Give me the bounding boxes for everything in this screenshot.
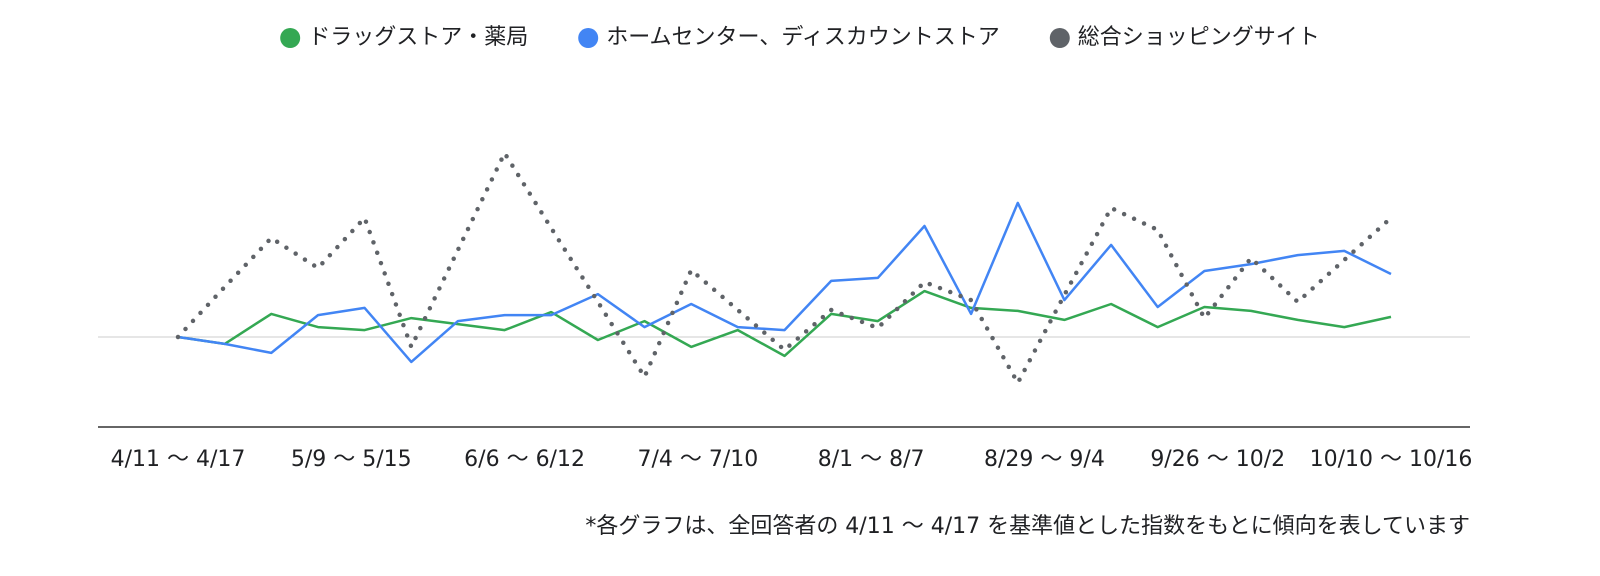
legend: ドラッグストア・薬局 ホームセンター、ディスカウントストア 総合ショッピングサイト: [280, 25, 1320, 50]
series-line: [177, 201, 1392, 364]
legend-item: ホームセンター、ディスカウントストア: [578, 25, 1000, 50]
legend-swatch: [280, 28, 301, 48]
x-tick-label: 5/9 〜 5/15: [291, 447, 412, 472]
legend-item: ドラッグストア・薬局: [280, 25, 528, 50]
legend-swatch: [578, 28, 599, 48]
footnote: *各グラフは、全回答者の 4/11 〜 4/17 を基準値とした指数をもとに傾向…: [585, 514, 1470, 539]
x-tick-label: 6/6 〜 6/12: [464, 447, 585, 472]
x-tick-label: 7/4 〜 7/10: [637, 447, 758, 472]
x-tick-label: 9/26 〜 10/2: [1150, 447, 1285, 472]
legend-label: ドラッグストア・薬局: [308, 25, 528, 50]
legend-swatch: [1049, 28, 1070, 48]
x-tick-label: 10/10 〜 10/16: [1310, 447, 1473, 472]
legend-label: ホームセンター、ディスカウントストア: [606, 25, 1000, 50]
series-line: [177, 289, 1392, 358]
x-tick-label: 8/1 〜 8/7: [818, 447, 925, 472]
legend-label: 総合ショッピングサイト: [1078, 25, 1320, 50]
x-tick-label: 8/29 〜 9/4: [984, 447, 1105, 472]
series-line: [175, 150, 1394, 386]
legend-item: 総合ショッピングサイト: [1049, 25, 1320, 50]
x-tick-label: 4/11 〜 4/17: [111, 447, 246, 472]
